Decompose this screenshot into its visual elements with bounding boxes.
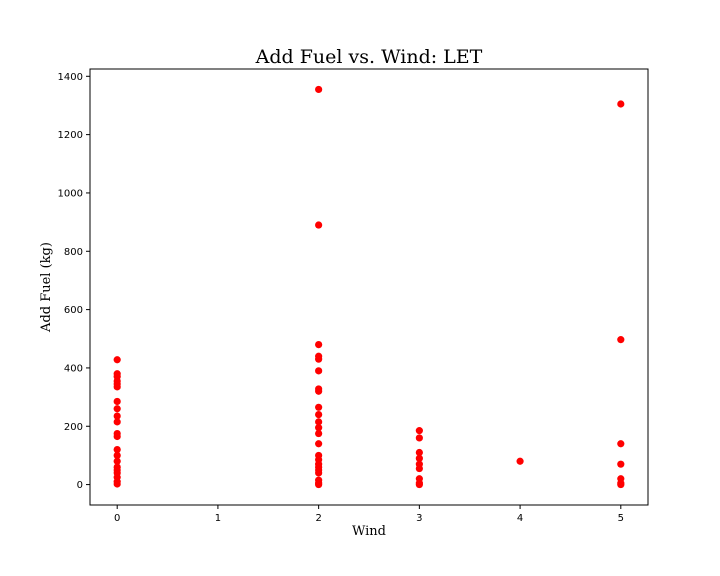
data-point — [315, 429, 323, 438]
data-point — [113, 432, 121, 441]
data-point — [315, 221, 323, 229]
data-point — [617, 440, 625, 448]
data-point — [617, 100, 625, 108]
data-point — [617, 460, 625, 468]
data-point — [415, 434, 423, 442]
y-axis-label: Add Fuel (kg) — [39, 242, 54, 333]
data-point — [315, 387, 323, 395]
data-point — [415, 448, 423, 457]
y-tick-label: 200 — [64, 422, 83, 433]
data-point — [113, 418, 121, 426]
data-point — [113, 457, 121, 465]
x-tick-label: 5 — [618, 513, 624, 524]
data-point — [113, 412, 121, 420]
plot-frame — [89, 68, 649, 506]
y-tick-label: 1200 — [58, 130, 83, 141]
x-tick-label: 0 — [114, 513, 120, 524]
data-point — [113, 397, 121, 406]
data-point — [113, 356, 121, 364]
data-point — [113, 451, 121, 460]
data-point — [516, 457, 524, 465]
y-tick-label: 800 — [64, 247, 83, 258]
x-tick-label: 2 — [315, 513, 321, 524]
data-point — [315, 440, 323, 448]
x-axis-ticks: 0 1 2 3 4 5 — [114, 505, 624, 524]
data-point — [315, 367, 323, 375]
data-point — [113, 405, 121, 413]
data-point — [113, 383, 121, 391]
chart-title: Add Fuel vs. Wind: LET — [255, 46, 483, 68]
data-point — [315, 340, 323, 349]
data-point — [315, 424, 323, 432]
data-point — [415, 480, 423, 489]
y-tick-label: 400 — [64, 363, 83, 374]
data-point — [315, 403, 323, 411]
data-point — [315, 480, 323, 489]
y-tick-label: 0 — [77, 480, 83, 491]
data-point — [617, 336, 625, 344]
data-points — [113, 85, 625, 489]
y-tick-label: 600 — [64, 305, 83, 316]
x-tick-label: 3 — [416, 513, 422, 524]
data-point — [113, 445, 121, 454]
data-point — [315, 355, 323, 363]
data-point — [415, 427, 423, 435]
data-point — [415, 464, 423, 473]
data-point — [113, 480, 121, 488]
y-tick-label: 1000 — [58, 188, 83, 199]
data-point — [315, 410, 323, 419]
x-tick-label: 1 — [215, 513, 221, 524]
y-tick-label: 1400 — [58, 72, 83, 83]
data-point — [415, 454, 423, 462]
data-point — [315, 469, 323, 477]
y-axis-ticks: 0 200 400 600 800 1000 1200 1400 — [58, 72, 90, 491]
data-point — [315, 418, 323, 426]
data-point — [315, 85, 323, 94]
x-axis-label: Wind — [352, 524, 386, 539]
data-point — [617, 480, 625, 489]
x-tick-label: 4 — [517, 513, 523, 524]
